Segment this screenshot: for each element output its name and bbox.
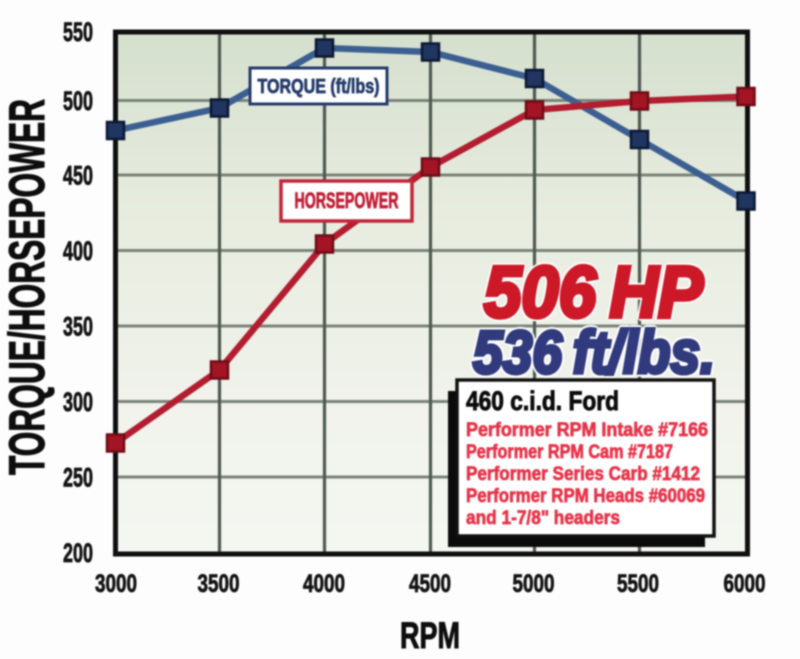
svg-text:3500: 3500 — [198, 570, 240, 598]
svg-text:536 ft/lbs.: 536 ft/lbs. — [473, 319, 715, 386]
svg-text:506 HP: 506 HP — [484, 253, 704, 333]
svg-text:200: 200 — [63, 538, 93, 568]
svg-text:536 ft/lbs.: 536 ft/lbs. — [473, 319, 715, 386]
svg-text:4500: 4500 — [409, 570, 451, 598]
svg-text:TORQUE (ft/lbs): TORQUE (ft/lbs) — [258, 76, 380, 98]
svg-text:250: 250 — [63, 463, 93, 493]
svg-text:400: 400 — [63, 236, 93, 266]
svg-text:300: 300 — [63, 387, 93, 417]
svg-text:450: 450 — [63, 161, 93, 191]
svg-text:TORQUE/HORSEPOWER: TORQUE/HORSEPOWER — [0, 99, 55, 475]
svg-text:550: 550 — [63, 17, 93, 47]
svg-text:RPM: RPM — [400, 615, 460, 656]
svg-text:3000: 3000 — [95, 570, 137, 598]
svg-text:HORSEPOWER: HORSEPOWER — [295, 188, 399, 213]
svg-text:350: 350 — [63, 312, 93, 342]
svg-text:Performer RPM Cam #7187: Performer RPM Cam #7187 — [466, 441, 673, 463]
svg-text:5500: 5500 — [617, 570, 659, 598]
svg-text:Performer RPM Heads #60069: Performer RPM Heads #60069 — [466, 485, 705, 507]
svg-text:Performer Series Carb #1412: Performer Series Carb #1412 — [466, 463, 700, 485]
svg-text:Performer RPM Intake #7166: Performer RPM Intake #7166 — [466, 419, 708, 441]
svg-text:and 1-7/8" headers: and 1-7/8" headers — [466, 507, 620, 529]
svg-text:5000: 5000 — [513, 570, 555, 598]
svg-text:506 HP: 506 HP — [484, 253, 704, 333]
svg-text:500: 500 — [63, 86, 93, 116]
svg-text:460 c.i.d. Ford: 460 c.i.d. Ford — [466, 386, 619, 416]
svg-text:6000: 6000 — [724, 570, 766, 598]
svg-text:4000: 4000 — [303, 570, 345, 598]
